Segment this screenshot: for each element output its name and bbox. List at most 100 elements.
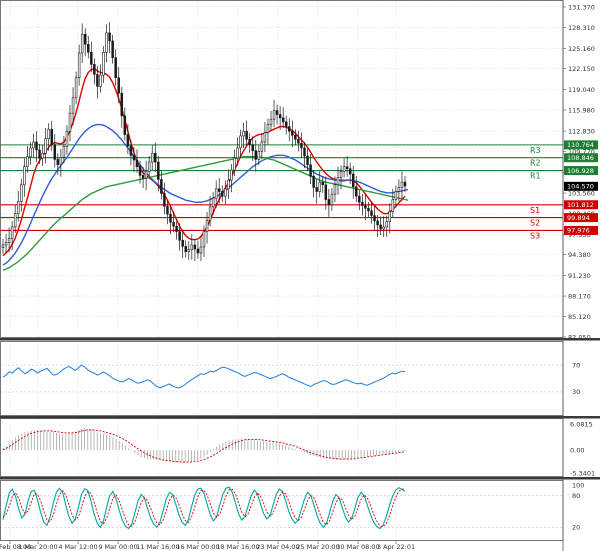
candle-body [141,175,145,179]
candle-body [275,110,279,115]
candle-body [257,151,261,160]
candle-body [44,138,47,154]
level-label-r2: R2 [530,159,541,168]
candle-body [227,179,230,190]
macd-tick-label: -5.3401 [570,469,595,477]
candle-body [217,188,221,192]
candle-body [38,149,41,159]
level-label-r3: R3 [530,146,541,155]
candle-body [32,141,35,149]
candle-body [221,191,224,197]
candle-body [181,240,184,247]
level-price-tag-r1: 106.928 [567,167,594,175]
stochastic-tick-label: 100 [572,481,584,489]
candle-body [13,213,17,228]
candle-body [56,159,60,166]
candle-body [23,166,26,186]
candle-body [214,188,218,199]
candle-body [53,144,57,160]
candle-body [187,249,191,252]
candle-body [327,199,331,206]
candle-body [306,155,309,166]
time-tick-label: 4 Mar 12:00 [58,543,97,551]
candle-body [117,77,120,94]
price-tick-label: 94.380 [568,251,591,259]
candle-body [385,221,388,228]
price-tags: 110.764 108.846 106.928 101.812 99.894 97.976… [564,140,598,235]
candle-body [318,181,321,192]
stochastic-tick-label: 20 [572,524,580,532]
candle-body [74,77,78,99]
time-tick-label: 28 Feb 08:00 [0,543,31,551]
stochastic-panel [2,486,406,530]
candle-body [41,153,44,159]
level-price-tag-s3-bg [564,225,598,235]
time-tick-label: 18 Mar 16:00 [216,543,259,551]
candle-body [120,92,124,117]
candle-body [196,248,200,254]
candle-body [254,150,258,160]
candle-body [361,201,364,206]
candle-body [364,205,367,209]
price-tick-label: 109.770 [568,148,595,156]
candle-body [160,179,163,194]
candle-body [291,130,294,136]
price-tick-label: 125.160 [568,45,595,53]
candle-body [351,173,355,188]
panel-divider [0,416,600,419]
candle-body [157,161,160,180]
macd-tick-label: 0.00 [570,446,584,454]
level-price-tag-s1: 101.812 [567,201,594,209]
candle-body [315,187,318,192]
candle-body [87,43,90,53]
macd-panel [2,428,406,463]
level-label-s2: S2 [530,219,540,228]
candle-body [348,168,352,175]
candle-body [50,128,53,145]
last-price-tag: 104.570 [567,183,594,191]
candle-body [272,110,276,120]
candle-body [172,221,175,227]
candle-body [132,155,136,161]
level-label-r1: R1 [530,172,541,181]
price-tick-label: 85.120 [568,313,591,321]
candle-body [126,134,130,147]
candle-body [16,201,20,214]
level-price-tag-r3-bg [564,140,598,150]
price-tick-label: 112.830 [568,127,595,135]
candle-body [93,64,96,75]
candle-body [239,135,242,149]
time-tick-label: 30 Mar 08:00 [336,543,379,551]
candle-body [367,207,370,212]
candle-body [376,220,379,226]
candle-body [345,166,349,170]
rsi-line [2,364,406,389]
candle-body [108,32,111,42]
candle-body [342,166,346,172]
price-tick-label: 91.230 [568,272,591,280]
candle-body [20,184,23,202]
candle-body [394,191,398,200]
candle-body [26,156,29,168]
candle-body [233,157,236,171]
candle-body [129,145,133,156]
candle-body [288,126,291,132]
candle-body [135,159,139,168]
candle-body [7,238,11,243]
stochastic-tick-label: 80 [572,492,580,500]
candle-body [138,166,142,176]
candle-body [358,195,361,203]
candle-body [278,114,282,119]
candle-body [102,51,105,76]
candle-body [400,181,404,188]
support-resistance-levels: R3 R2 R1 S1 S2 S3 [0,144,563,240]
level-price-tag-r2: 108.846 [567,154,594,162]
candle-body [178,231,181,241]
candle-body [68,112,72,132]
time-tick-label: 3 Apr 22:01 [377,543,415,551]
candle-body [260,141,264,152]
candle-body [80,33,84,54]
candle-body [336,177,340,186]
candle-body [312,175,315,188]
